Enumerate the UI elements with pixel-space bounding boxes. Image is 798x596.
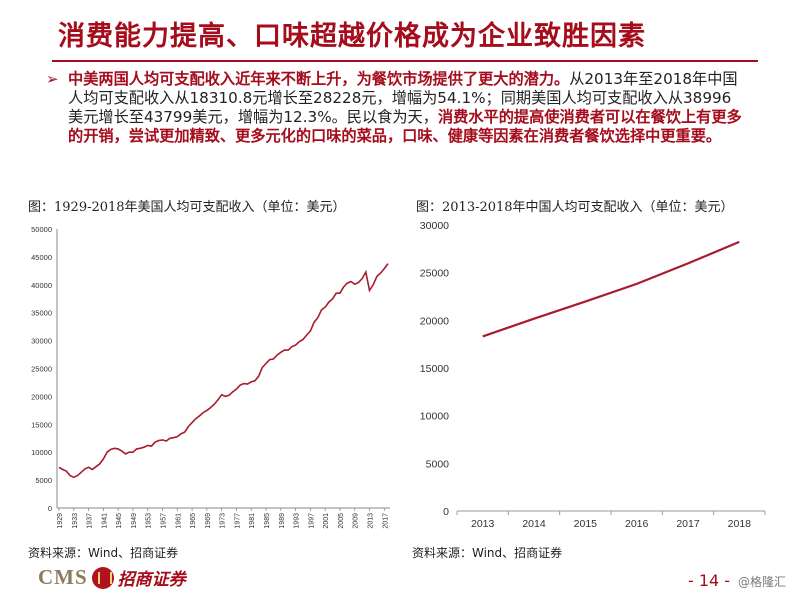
- us-chart-caption: 图：1929-2018年美国人均可支配收入（单位：美元）: [28, 200, 346, 215]
- us-income-line: [58, 263, 389, 479]
- bullet-normal-text: 从2013年至2018年中国人均可支配收入从18310.8元增长至28228元，…: [68, 70, 738, 126]
- cn-y-tick-label: 15000: [420, 363, 449, 375]
- us-x-tick-label: 1949: [131, 513, 138, 529]
- cn-y-tick-label: 5000: [426, 458, 450, 470]
- cn-chart-source: 资料来源：Wind、招商证券: [412, 546, 563, 560]
- cn-x-tick-label: 2015: [574, 518, 598, 530]
- us-x-tick-label: 1981: [249, 513, 256, 529]
- us-x-tick-label: 1957: [161, 513, 168, 529]
- cms-logo-text: CMS: [38, 565, 88, 589]
- us-y-tick-label: 10000: [31, 448, 52, 457]
- slide-title: 消费能力提高、口味超越价格成为企业致胜因素: [58, 21, 646, 52]
- cn-y-tick-label: 20000: [420, 315, 449, 327]
- us-x-tick-label: 2017: [382, 513, 389, 529]
- us-y-tick-label: 35000: [31, 309, 52, 318]
- us-x-tick-label: 2001: [323, 513, 330, 529]
- cn-x-tick-label: 2018: [728, 518, 752, 530]
- us-x-tick-label: 1985: [264, 513, 271, 529]
- us-x-tick-label: 2005: [338, 513, 345, 529]
- us-x-tick-label: 1989: [279, 513, 286, 529]
- title-divider: [52, 60, 758, 62]
- us-x-tick-label: 1997: [308, 513, 315, 529]
- watermark: @格隆汇: [738, 575, 787, 589]
- cn-x-tick-label: 2016: [625, 518, 649, 530]
- us-x-tick-label: 1953: [146, 513, 153, 529]
- us-x-tick-label: 1961: [175, 513, 182, 529]
- bullet-arrow-icon: ➢: [46, 70, 59, 88]
- cn-x-tick-label: 2013: [471, 518, 495, 530]
- us-y-tick-label: 30000: [31, 337, 52, 346]
- cms-logo: CMS 招商证券: [38, 565, 186, 590]
- us-x-tick-label: 1937: [87, 513, 94, 529]
- us-y-tick-label: 45000: [31, 253, 52, 262]
- us-y-tick-label: 20000: [31, 392, 52, 401]
- page-number: - 14 -: [688, 571, 731, 590]
- bullet-red-text-2: 消费水平的提高使消费者可以在餐饮上有更多的开销，尝试更加精致、更多元化的口味的菜…: [68, 108, 742, 145]
- bullet-paragraph: ➢ 中美两国人均可支配收入近年来不断上升，为餐饮市场提供了更大的潜力。从2013…: [46, 70, 744, 146]
- us-income-chart: 0 5000 10000 15000 20000 25000 30000 35000 40000…: [31, 225, 390, 529]
- us-chart-source: 资料来源：Wind、招商证券: [28, 546, 179, 560]
- us-x-tick-label: 1993: [294, 513, 301, 529]
- us-x-tick-label: 1965: [190, 513, 197, 529]
- us-x-tick-label: 1933: [72, 513, 79, 529]
- cn-y-tick-label: 10000: [420, 411, 449, 423]
- bullet-red-text-1: 中美两国人均可支配收入近年来不断上升，为餐饮市场提供了更大的潜力。: [68, 70, 570, 88]
- cn-y-tick-label: 30000: [420, 220, 449, 232]
- cn-y-tick-label: 0: [443, 506, 449, 518]
- us-y-tick-label: 15000: [31, 420, 52, 429]
- cn-chart-caption: 图：2013-2018年中国人均可支配收入（单位：美元）: [416, 200, 734, 215]
- us-x-tick-label: 1973: [220, 513, 227, 529]
- us-y-tick-label: 0: [48, 504, 52, 513]
- us-x-tick-label: 1941: [101, 513, 108, 529]
- us-y-tick-label: 40000: [31, 281, 52, 290]
- cn-x-tick-label: 2017: [676, 518, 700, 530]
- cn-x-tick-label: 2014: [522, 518, 546, 530]
- us-x-tick-label: 1977: [234, 513, 241, 529]
- cn-income-line: [482, 240, 740, 338]
- us-y-tick-label: 5000: [35, 476, 52, 485]
- us-x-tick-label: 1969: [205, 513, 212, 529]
- us-x-tick-label: 2013: [368, 513, 375, 529]
- us-y-tick-label: 50000: [31, 225, 52, 234]
- cms-logo-icon: [91, 566, 114, 589]
- cn-y-tick-label: 25000: [420, 268, 449, 280]
- cms-logo-cn: 招商证券: [117, 570, 186, 590]
- cn-income-chart: 0 5000 10000 15000 20000 25000 30000 2013 2014 20…: [420, 220, 766, 530]
- us-x-tick-label: 2009: [353, 513, 360, 529]
- us-x-tick-label: 1929: [57, 513, 64, 529]
- us-x-tick-label: 1945: [116, 513, 123, 529]
- us-y-tick-label: 25000: [31, 365, 52, 374]
